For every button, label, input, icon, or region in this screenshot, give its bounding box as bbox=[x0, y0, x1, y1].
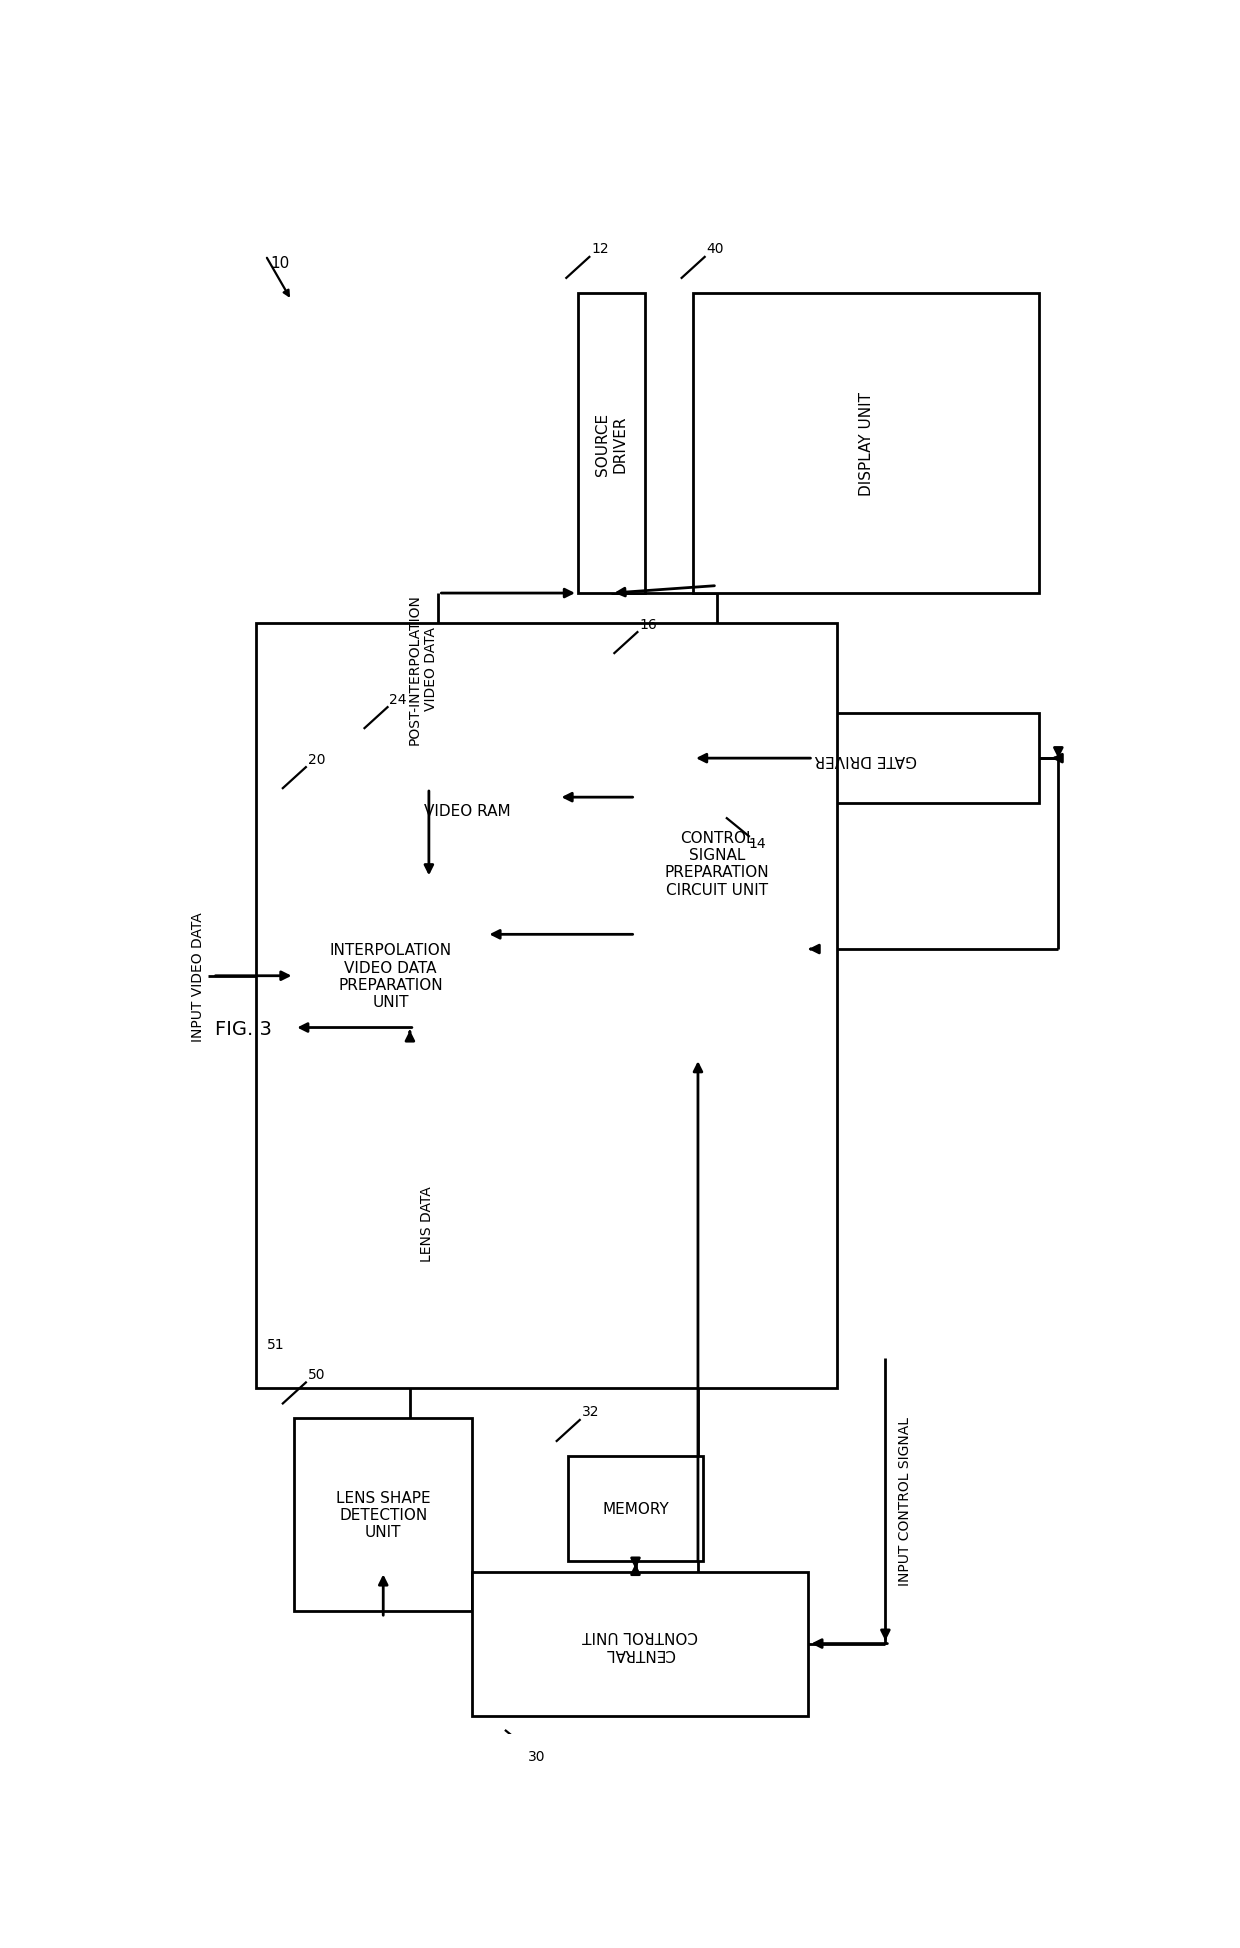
Text: 30: 30 bbox=[528, 1749, 546, 1763]
Text: MEMORY: MEMORY bbox=[603, 1502, 668, 1516]
Text: 32: 32 bbox=[582, 1405, 599, 1418]
Text: POST-INTERPOLATION
VIDEO DATA: POST-INTERPOLATION VIDEO DATA bbox=[408, 594, 438, 744]
Text: CONTROL
SIGNAL
PREPARATION
CIRCUIT UNIT: CONTROL SIGNAL PREPARATION CIRCUIT UNIT bbox=[665, 830, 770, 898]
Bar bbox=[294, 805, 486, 1149]
Text: CENTRAL
CONTROL UNIT: CENTRAL CONTROL UNIT bbox=[583, 1627, 698, 1660]
Text: 40: 40 bbox=[707, 242, 724, 257]
Text: INPUT CONTROL SIGNAL: INPUT CONTROL SIGNAL bbox=[898, 1416, 911, 1586]
Text: GATE DRIVER: GATE DRIVER bbox=[815, 752, 918, 766]
Bar bbox=[626, 668, 808, 1058]
Text: 12: 12 bbox=[591, 242, 609, 257]
Bar bbox=[255, 623, 837, 1389]
Text: INPUT VIDEO DATA: INPUT VIDEO DATA bbox=[191, 912, 206, 1040]
Bar bbox=[693, 713, 1039, 805]
Text: LENS SHAPE
DETECTION
UNIT: LENS SHAPE DETECTION UNIT bbox=[336, 1490, 430, 1539]
Text: LENS DATA: LENS DATA bbox=[420, 1186, 434, 1260]
Bar bbox=[578, 294, 645, 594]
Text: 10: 10 bbox=[270, 257, 290, 271]
Bar bbox=[472, 1572, 808, 1716]
Text: 20: 20 bbox=[308, 752, 325, 766]
Bar bbox=[693, 294, 1039, 594]
Text: DISPLAY UNIT: DISPLAY UNIT bbox=[858, 392, 874, 495]
Text: FIG. 3: FIG. 3 bbox=[215, 1019, 272, 1038]
Text: 51: 51 bbox=[268, 1336, 285, 1352]
Text: 50: 50 bbox=[308, 1367, 325, 1381]
Text: 14: 14 bbox=[749, 838, 766, 851]
Text: SOURCE
DRIVER: SOURCE DRIVER bbox=[595, 413, 627, 475]
Text: VIDEO RAM: VIDEO RAM bbox=[424, 805, 511, 818]
Bar bbox=[568, 1457, 703, 1560]
Bar bbox=[376, 744, 558, 879]
Text: 16: 16 bbox=[640, 618, 657, 631]
Text: INTERPOLATION
VIDEO DATA
PREPARATION
UNIT: INTERPOLATION VIDEO DATA PREPARATION UNI… bbox=[330, 943, 451, 1009]
Text: 24: 24 bbox=[389, 692, 407, 707]
Bar bbox=[294, 1418, 472, 1611]
